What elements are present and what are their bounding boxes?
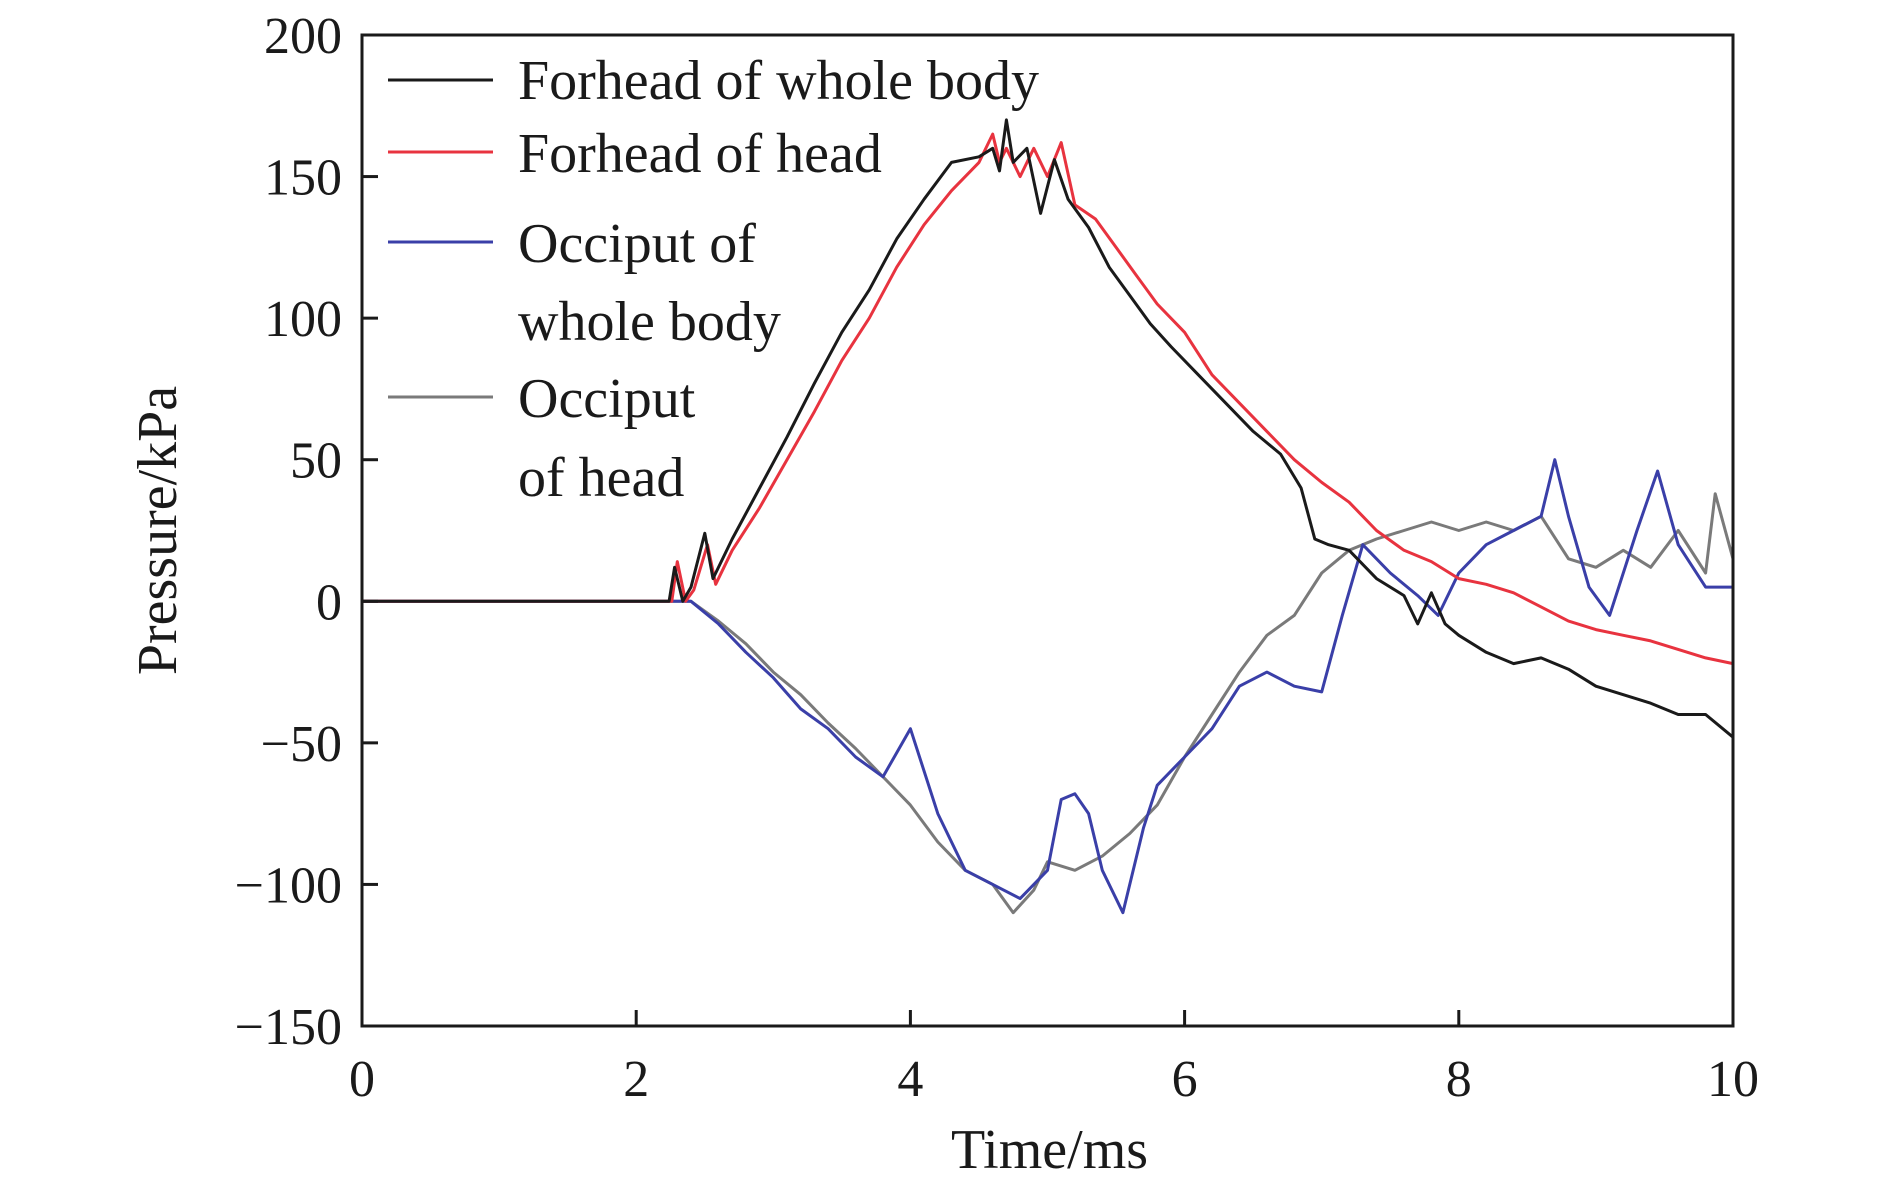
x-tick-label: 6 bbox=[1172, 1051, 1198, 1108]
y-tick-label: −150 bbox=[235, 999, 342, 1056]
y-tick-label: 200 bbox=[264, 8, 342, 65]
legend-entry: Forhead of head bbox=[518, 123, 882, 185]
x-tick-label: 2 bbox=[623, 1051, 649, 1108]
plot-lines bbox=[362, 118, 1735, 915]
plot-frame bbox=[360, 33, 1735, 1028]
y-tick-label: 150 bbox=[264, 150, 342, 207]
x-tick-label: 4 bbox=[897, 1051, 923, 1108]
y-tick-label: 100 bbox=[264, 291, 342, 348]
x-tick-label: 10 bbox=[1707, 1051, 1759, 1108]
y-tick-label: 0 bbox=[316, 574, 342, 631]
legend: Forhead of whole body Forhead of head Occi… bbox=[388, 50, 1039, 509]
series-line bbox=[362, 118, 1734, 739]
y-axis-ticks: −150 −100 −50 0 50 100 150 200 bbox=[235, 8, 378, 1056]
y-tick-label: −50 bbox=[261, 716, 342, 773]
series-line bbox=[362, 492, 1735, 915]
legend-entry: Occiput of head bbox=[518, 368, 696, 509]
y-tick-label: 50 bbox=[290, 433, 342, 490]
x-axis-label: Time/ms bbox=[951, 1119, 1148, 1181]
legend-entry: Occiput of whole body bbox=[518, 213, 781, 353]
x-tick-label: 0 bbox=[349, 1051, 375, 1108]
y-tick-label: −100 bbox=[235, 857, 342, 914]
series-line bbox=[362, 132, 1734, 666]
x-tick-label: 8 bbox=[1446, 1051, 1472, 1108]
legend-entry: Forhead of whole body bbox=[518, 50, 1039, 112]
series-line bbox=[362, 458, 1733, 915]
x-axis-ticks: 0 2 4 6 8 10 bbox=[349, 1010, 1759, 1108]
y-axis-label: Pressure/kPa bbox=[127, 386, 189, 675]
